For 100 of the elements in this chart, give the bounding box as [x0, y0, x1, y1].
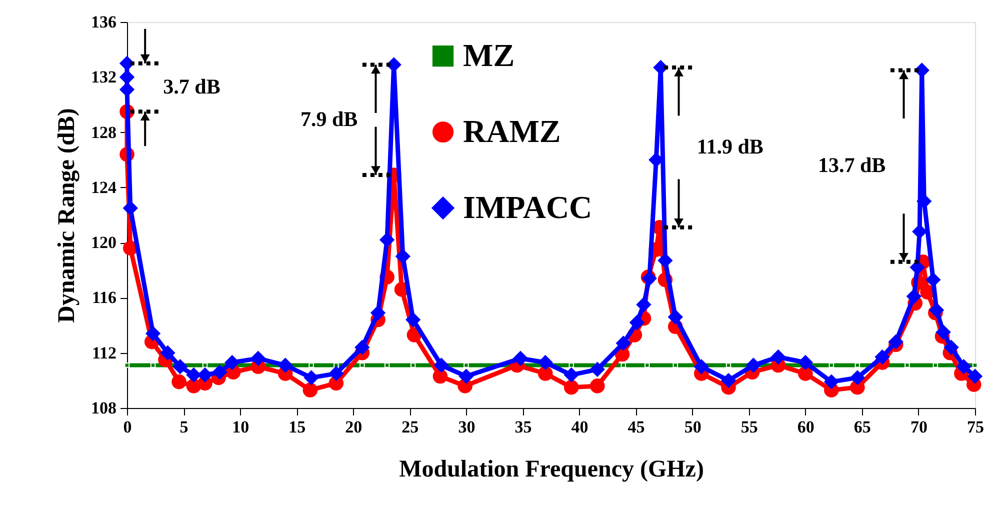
x-tick-label: 20: [345, 418, 362, 436]
point: [370, 305, 386, 320]
y-tick-label: 116: [92, 288, 116, 308]
point: [202, 362, 208, 368]
point: [636, 297, 652, 312]
point: [644, 362, 650, 368]
x-tick-label: 70: [910, 418, 928, 436]
x-tick-label: 5: [180, 418, 188, 436]
point: [406, 312, 420, 328]
annotation: 7.9 dB: [300, 106, 358, 131]
point: [395, 248, 410, 264]
y-tick-label: 108: [91, 398, 116, 418]
point: [770, 350, 786, 364]
point: [384, 362, 390, 368]
point: [464, 362, 469, 368]
point: [434, 358, 449, 373]
point: [968, 368, 982, 384]
legend-label: IMPACC: [463, 189, 592, 225]
point: [538, 366, 553, 381]
point: [120, 70, 134, 85]
point: [620, 362, 626, 368]
point: [668, 310, 683, 324]
point: [328, 366, 344, 381]
y-tick-label: 124: [91, 178, 117, 197]
point: [694, 359, 709, 374]
point: [458, 368, 474, 384]
point: [874, 350, 890, 364]
point: [212, 364, 228, 380]
point: [308, 362, 314, 368]
y-tick-label: 128: [91, 122, 116, 142]
point: [564, 368, 579, 382]
point: [906, 288, 922, 304]
legend-label: MZ: [463, 37, 515, 73]
point: [334, 362, 339, 368]
point: [828, 362, 834, 368]
point: [929, 302, 944, 318]
point: [172, 359, 188, 374]
point: [616, 336, 631, 351]
point: [278, 358, 293, 373]
x-tick-label: 25: [402, 418, 419, 436]
y-tick-label: 120: [91, 233, 116, 252]
point: [150, 362, 156, 368]
y-axis-title: Dynamic Range (dB): [54, 108, 80, 323]
point: [824, 374, 839, 390]
point: [224, 355, 240, 370]
point: [854, 362, 860, 368]
x-tick-label: 45: [628, 418, 645, 436]
point: [172, 374, 186, 390]
x-axis-title: Modulation Frequency (GHz): [399, 456, 704, 482]
point: [564, 380, 579, 395]
point: [798, 366, 813, 381]
point: [672, 362, 678, 368]
point: [250, 350, 266, 366]
point: [926, 272, 941, 288]
x-tick-label: 65: [854, 418, 871, 436]
annotation: 11.9 dB: [696, 134, 764, 158]
point: [798, 355, 813, 370]
point: [354, 340, 370, 355]
point: [513, 350, 528, 366]
x-tick-label: 40: [571, 418, 588, 436]
point: [746, 358, 761, 373]
x-tick-label: 0: [123, 418, 132, 436]
point: [568, 362, 574, 368]
point: [630, 315, 644, 330]
x-tick-label: 50: [684, 418, 702, 436]
x-tick-label: 55: [740, 418, 758, 436]
point: [186, 368, 202, 382]
x-tick-label: 10: [232, 418, 250, 436]
point: [146, 326, 160, 341]
point: [726, 362, 732, 368]
y-tick-label: 112: [92, 343, 116, 362]
point: [538, 355, 553, 370]
point: [916, 194, 932, 209]
point: [302, 382, 318, 398]
point: [198, 368, 212, 382]
point: [956, 359, 972, 374]
y-tick-label: 136: [91, 12, 116, 32]
point: [432, 368, 448, 384]
point: [410, 362, 416, 368]
x-tick-label: 15: [288, 418, 306, 436]
point: [904, 362, 910, 368]
legend-label: RAMZ: [463, 113, 561, 149]
x-tick-label: 35: [514, 418, 532, 436]
annotation: 3.7 dB: [163, 74, 220, 98]
point: [936, 324, 951, 340]
point: [944, 340, 959, 355]
point: [658, 253, 673, 268]
x-tick-label: 30: [458, 418, 476, 436]
point: [123, 200, 138, 216]
y-tick-label: 132: [91, 68, 116, 87]
point: [304, 370, 319, 386]
point: [120, 82, 134, 97]
point: [380, 232, 394, 248]
point: [888, 334, 904, 350]
annotation: 13.7 dB: [818, 153, 886, 178]
point: [590, 378, 605, 394]
point: [721, 373, 736, 388]
point: [912, 224, 927, 239]
x-tick-label: 60: [797, 418, 814, 436]
x-tick-label: 75: [967, 418, 984, 436]
